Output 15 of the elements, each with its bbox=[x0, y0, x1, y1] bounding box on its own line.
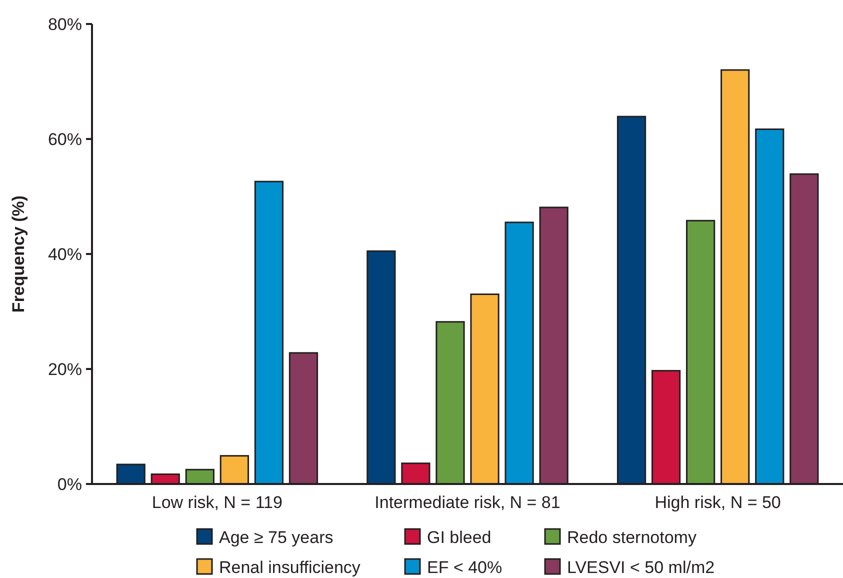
x-tick-label: High risk, N = 50 bbox=[654, 493, 781, 512]
y-tick-label: 60% bbox=[48, 130, 82, 149]
x-tick-label: Low risk, N = 119 bbox=[152, 493, 282, 512]
legend-label: LVESVI < 50 ml/m2 bbox=[567, 558, 715, 577]
x-tick-label: Intermediate risk, N = 81 bbox=[374, 493, 560, 512]
legend-label: GI bleed bbox=[427, 528, 492, 547]
legend-label: Age ≥ 75 years bbox=[219, 528, 334, 547]
y-axis-title: Frequency (%) bbox=[9, 195, 28, 313]
y-tick-label: 40% bbox=[48, 244, 82, 264]
legend-label: Renal insufficiency bbox=[219, 558, 361, 577]
y-tick-label: 0% bbox=[57, 474, 82, 494]
y-tick-label: 80% bbox=[48, 14, 82, 34]
legend-label: EF < 40% bbox=[427, 558, 502, 577]
y-tick-label: 20% bbox=[48, 360, 82, 379]
legend-label: Redo sternotomy bbox=[567, 528, 697, 547]
